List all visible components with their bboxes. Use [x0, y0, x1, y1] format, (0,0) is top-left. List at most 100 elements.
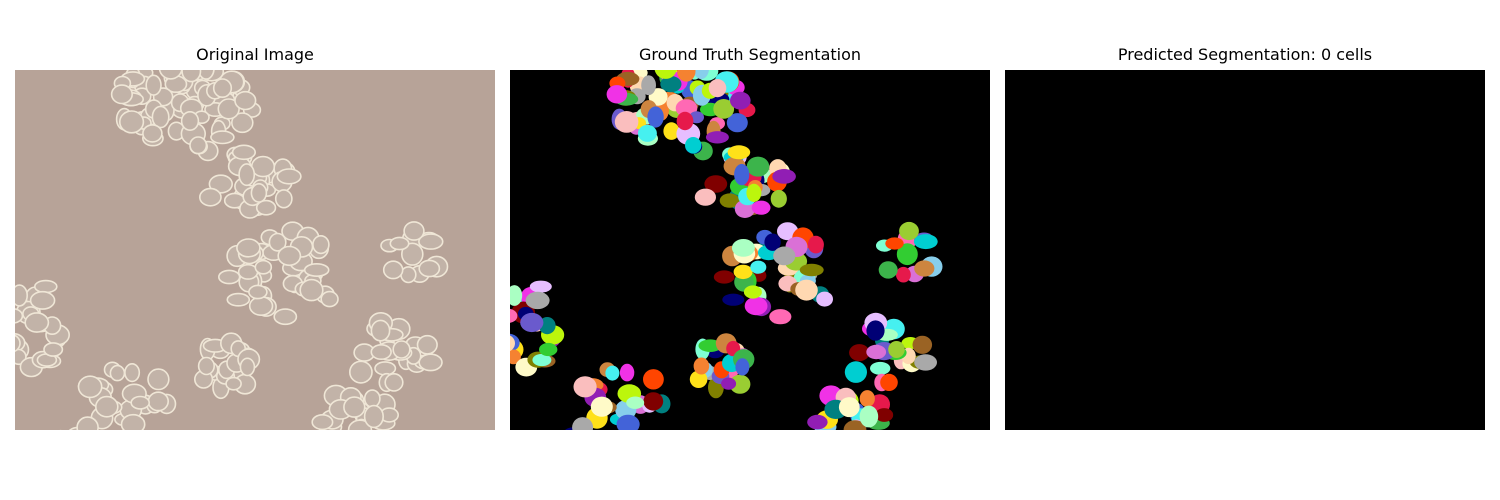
- cell: [210, 130, 235, 145]
- cell-mask: [708, 79, 727, 98]
- cell: [24, 312, 50, 333]
- cell-mask: [641, 75, 656, 96]
- cell: [273, 308, 298, 326]
- cell-mask: [704, 175, 728, 193]
- cell: [311, 414, 334, 430]
- cell-mask: [573, 376, 597, 398]
- cell-mask: [731, 239, 755, 257]
- cell-mask: [888, 341, 905, 358]
- cell: [142, 124, 163, 143]
- cell-mask: [807, 414, 828, 430]
- cell-mask: [866, 320, 885, 341]
- cell: [250, 155, 276, 178]
- cell: [15, 308, 24, 324]
- cell: [238, 163, 256, 187]
- cell-mask: [572, 417, 594, 430]
- cell-mask: [727, 145, 751, 160]
- cell: [370, 319, 391, 342]
- cell-mask: [896, 266, 911, 283]
- cell: [218, 269, 241, 285]
- cell-mask: [795, 279, 818, 301]
- cell: [76, 416, 99, 430]
- cell-mask: [616, 414, 640, 430]
- cell-mask: [590, 396, 613, 417]
- cell-mask: [914, 260, 935, 277]
- cell-mask: [866, 344, 887, 360]
- cell: [109, 364, 126, 382]
- cell-mask: [843, 420, 867, 430]
- cell: [418, 259, 441, 278]
- cell: [389, 236, 410, 251]
- cell: [254, 259, 273, 275]
- cell: [197, 356, 215, 376]
- ground-truth-title: Ground Truth Segmentation: [638, 45, 862, 64]
- cell-mask: [510, 349, 521, 365]
- cell: [147, 391, 170, 412]
- cell-mask: [529, 280, 552, 293]
- cell-mask: [721, 377, 737, 390]
- cell: [303, 263, 330, 278]
- cell: [384, 372, 404, 392]
- cell: [158, 70, 183, 80]
- cell-mask: [694, 188, 716, 206]
- cell: [363, 404, 385, 429]
- cell-mask: [816, 291, 833, 307]
- cell-mask: [532, 353, 552, 367]
- cell-mask: [912, 335, 933, 354]
- cell: [268, 232, 287, 252]
- cell: [130, 395, 150, 410]
- cell-mask: [743, 285, 762, 299]
- cell-mask: [773, 246, 796, 266]
- cell-mask: [913, 234, 938, 250]
- cell-mask: [713, 270, 735, 284]
- cell-mask: [914, 354, 937, 371]
- cell-mask: [525, 291, 550, 310]
- cell-mask: [746, 156, 770, 177]
- cell-mask: [838, 397, 860, 418]
- cell-mask: [730, 91, 751, 110]
- cell-mask: [746, 183, 762, 202]
- cell-mask: [859, 390, 875, 408]
- ground-truth-panel: [510, 70, 990, 430]
- cell-mask: [605, 365, 620, 381]
- cell: [392, 340, 411, 359]
- cell-mask: [606, 85, 628, 104]
- cell-mask: [520, 312, 544, 333]
- cell: [225, 376, 242, 391]
- cell: [250, 183, 268, 203]
- cell-mask: [750, 260, 767, 274]
- cell-mask: [744, 296, 768, 316]
- cell: [77, 375, 103, 399]
- cell-mask: [637, 124, 657, 142]
- cell-mask: [626, 396, 645, 409]
- predicted-segmentation-title: Predicted Segmentation: 0 cells: [1117, 45, 1373, 64]
- cell-mask: [677, 70, 696, 82]
- cell: [110, 84, 133, 105]
- cell: [255, 199, 277, 216]
- cell: [189, 136, 208, 155]
- cell: [274, 189, 293, 209]
- cell: [198, 187, 222, 207]
- cell: [217, 98, 240, 120]
- cell-mask: [734, 163, 750, 186]
- cell-mask: [844, 361, 867, 383]
- cell-mask: [676, 111, 694, 131]
- cell-mask: [660, 76, 682, 93]
- cell: [212, 78, 233, 99]
- cell-mask: [849, 344, 870, 362]
- cell-mask: [643, 369, 664, 390]
- cell-mask: [689, 370, 708, 388]
- cell: [231, 112, 254, 134]
- cell-mask: [510, 285, 523, 306]
- cell: [43, 342, 64, 357]
- cell: [416, 334, 438, 355]
- cell-mask: [885, 237, 904, 250]
- cell: [208, 174, 234, 194]
- cell: [118, 110, 145, 134]
- cell: [418, 353, 443, 372]
- ground-truth-mask: [510, 70, 943, 430]
- cell-mask: [643, 392, 664, 411]
- cell-mask: [539, 342, 558, 357]
- cell: [276, 168, 302, 185]
- cell: [95, 395, 119, 418]
